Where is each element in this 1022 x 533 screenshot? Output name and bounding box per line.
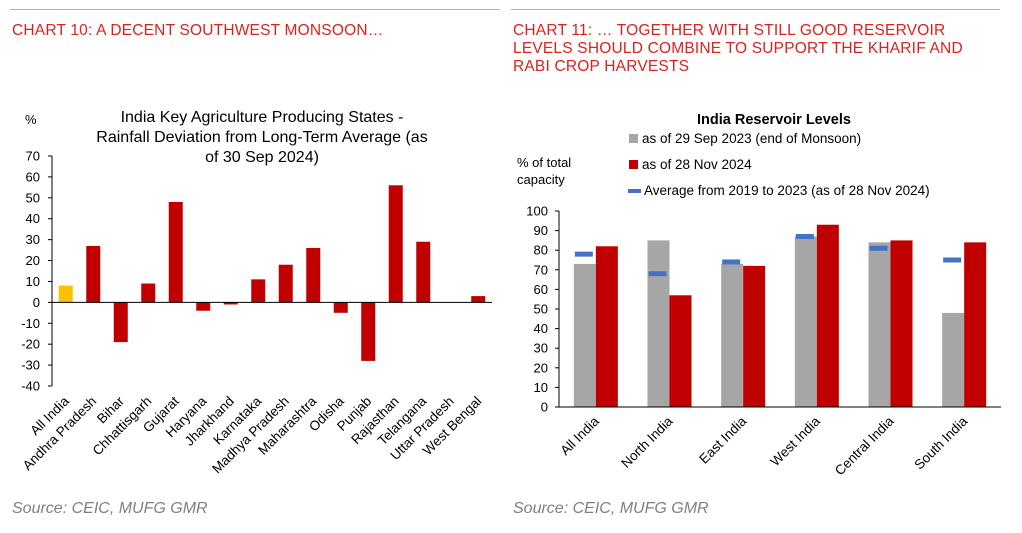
bar-odisha xyxy=(333,302,348,313)
bar-all-india xyxy=(58,285,73,303)
y-tick-label: 80 xyxy=(534,243,548,258)
y-axis-label-line: % of total xyxy=(517,155,571,170)
bar-series-2 xyxy=(890,240,913,407)
bar-series-2 xyxy=(816,224,839,407)
y-tick-label: 70 xyxy=(534,262,548,277)
bar-karnataka xyxy=(251,279,266,303)
chart-11-heading: CHART 11: … TOGETHER WITH STILL GOOD RES… xyxy=(513,22,963,75)
average-marker xyxy=(795,233,814,239)
rainfall-deviation-chart: India Key Agriculture Producing States -… xyxy=(20,109,492,476)
chart-title-line: of 30 Sep 2024) xyxy=(205,149,319,166)
reservoir-levels-chart: India Reservoir Levels % of total capacity… xyxy=(517,112,1001,478)
x-tick-label: All India xyxy=(557,413,602,458)
y-tick-label: 30 xyxy=(26,232,40,247)
average-marker xyxy=(722,259,741,265)
y-tick-label: -30 xyxy=(21,358,40,373)
bar-gujarat xyxy=(168,202,183,303)
y-tick-label: 10 xyxy=(534,380,548,395)
y-tick-label: 20 xyxy=(534,360,548,375)
y-tick-label: 60 xyxy=(26,169,40,184)
bar-madhya-pradesh xyxy=(278,264,293,303)
y-tick-label: 50 xyxy=(534,302,548,317)
y-tick-label: 10 xyxy=(26,274,40,289)
y-tick-label: 0 xyxy=(33,295,40,310)
chart-title-line: Rainfall Deviation from Long-Term Averag… xyxy=(96,129,427,146)
y-tick-label: 30 xyxy=(534,341,548,356)
y-axis-label: % xyxy=(25,112,37,127)
x-tick-label: West India xyxy=(767,413,823,469)
x-tick-label: North India xyxy=(618,413,676,471)
bar-series-1 xyxy=(573,263,596,407)
legend-label: as of 29 Sep 2023 (end of Monsoon) xyxy=(642,131,861,146)
bar-series-2 xyxy=(964,242,987,407)
bar-punjab xyxy=(361,302,376,361)
legend-label: Average from 2019 to 2023 (as of 28 Nov … xyxy=(644,183,930,198)
bar-series-2 xyxy=(669,295,692,407)
bar-series-1 xyxy=(794,236,817,407)
y-tick-label: 100 xyxy=(526,204,548,219)
bar-haryana xyxy=(196,302,211,311)
bar-series-1 xyxy=(647,240,670,407)
average-marker xyxy=(574,251,593,257)
bar-series-1 xyxy=(868,242,891,407)
x-tick-label: South India xyxy=(911,413,970,472)
legend-label: as of 28 Nov 2024 xyxy=(642,157,752,172)
y-axis-label-line: capacity xyxy=(517,172,565,187)
bar-chhattisgarh xyxy=(141,283,156,303)
y-tick-label: -20 xyxy=(21,337,40,352)
average-marker xyxy=(648,271,667,277)
y-tick-label: 20 xyxy=(26,253,40,268)
bar-west-bengal xyxy=(471,296,486,303)
average-marker xyxy=(943,257,962,263)
top-rule xyxy=(511,9,1000,10)
bar-jharkhand xyxy=(223,302,238,305)
y-tick-label: -10 xyxy=(21,316,40,331)
bar-series-2 xyxy=(743,265,766,407)
chart-title-line: India Key Agriculture Producing States - xyxy=(121,109,404,126)
y-tick-label: 40 xyxy=(534,321,548,336)
chart-11-source: Source: CEIC, MUFG GMR xyxy=(513,500,709,517)
x-tick-label: East India xyxy=(696,413,749,466)
bar-andhra-pradesh xyxy=(86,245,101,303)
y-tick-label: 90 xyxy=(534,223,548,238)
y-tick-label: 60 xyxy=(534,282,548,297)
chart-10-source: Source: CEIC, MUFG GMR xyxy=(12,500,208,517)
bar-rajasthan xyxy=(388,185,403,303)
y-tick-label: 0 xyxy=(541,400,548,415)
bar-series-2 xyxy=(595,246,618,407)
legend-swatch xyxy=(629,160,638,169)
chart-title: India Reservoir Levels xyxy=(697,112,851,128)
bar-maharashtra xyxy=(306,248,321,303)
bar-bihar xyxy=(113,302,128,343)
average-marker xyxy=(869,245,888,251)
y-tick-label: 50 xyxy=(26,190,40,205)
chart-11-panel: CHART 11: … TOGETHER WITH STILL GOOD RES… xyxy=(511,0,1022,533)
y-tick-label: 40 xyxy=(26,211,40,226)
y-tick-label: -40 xyxy=(21,379,40,394)
bar-telangana xyxy=(416,241,431,303)
x-tick-label: Central India xyxy=(832,413,897,478)
y-tick-label: 70 xyxy=(26,149,40,164)
bar-series-1 xyxy=(721,263,744,407)
top-rule xyxy=(10,9,500,10)
chart-10-heading: CHART 10: A DECENT SOUTHWEST MONSOON… xyxy=(12,22,384,39)
legend-swatch xyxy=(628,189,641,193)
legend-swatch xyxy=(629,134,638,143)
chart-10-panel: CHART 10: A DECENT SOUTHWEST MONSOON… In… xyxy=(0,0,500,533)
bar-series-1 xyxy=(942,312,965,407)
